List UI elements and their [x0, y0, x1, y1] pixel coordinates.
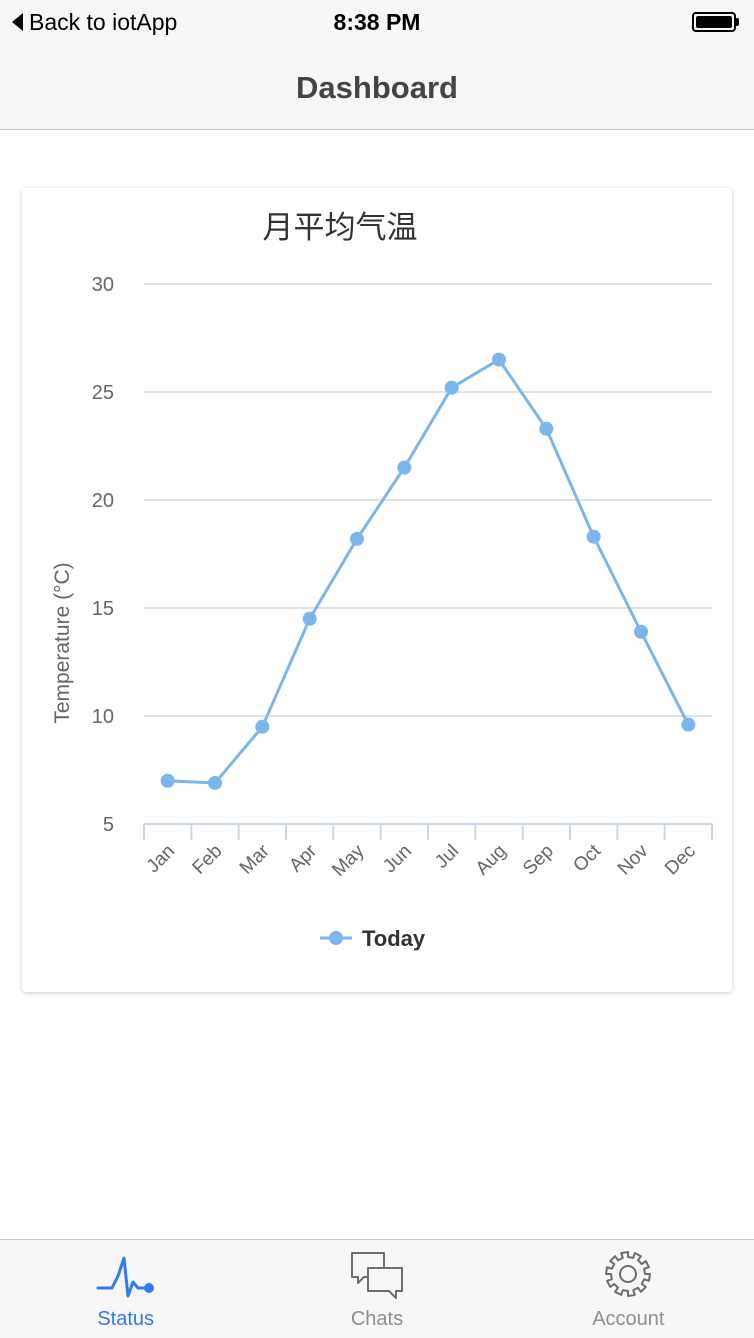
data-point[interactable]: [444, 380, 459, 395]
x-tick-label: Mar: [236, 840, 274, 878]
y-tick-label: 20: [92, 490, 114, 512]
data-point[interactable]: [681, 717, 696, 732]
y-tick-label: 25: [92, 382, 114, 404]
data-point[interactable]: [634, 624, 648, 639]
data-point[interactable]: [397, 460, 412, 475]
x-tick-label: Sep: [519, 841, 558, 880]
pulse-icon: [96, 1256, 154, 1298]
x-tick-label: Aug: [472, 841, 511, 880]
gear-icon: [605, 1251, 652, 1297]
chart-title: 月平均气温: [263, 210, 418, 246]
x-tick-label: Nov: [614, 840, 653, 879]
data-point[interactable]: [350, 531, 364, 546]
chat-bubbles-icon: [350, 1252, 403, 1299]
y-tick-label: 15: [92, 598, 114, 620]
data-point[interactable]: [160, 773, 175, 788]
navigation-bar: Dashboard: [0, 44, 754, 130]
x-tick-label: May: [328, 840, 369, 881]
tab-label-chats: Chats: [350, 1308, 404, 1330]
legend-marker: [329, 931, 343, 945]
back-triangle-icon: [12, 13, 23, 31]
tab-account[interactable]: Account: [503, 1240, 754, 1338]
tab-label-account: Account: [592, 1308, 665, 1330]
data-point[interactable]: [302, 611, 317, 626]
data-point[interactable]: [492, 352, 506, 367]
data-point[interactable]: [586, 529, 601, 544]
x-tick-label: Feb: [189, 841, 227, 879]
temperature-chart: 月平均气温 5 10 15 20 25 30 Temperature (°C) Jan Fe…: [51, 210, 713, 951]
data-point[interactable]: [255, 719, 270, 734]
data-point[interactable]: [208, 775, 222, 790]
x-tick-label: Oct: [569, 840, 605, 876]
tab-chats[interactable]: Chats: [251, 1240, 502, 1338]
x-tick-label: Dec: [661, 841, 700, 880]
tab-status[interactable]: Status: [0, 1240, 251, 1338]
chart-legend[interactable]: Today: [320, 926, 426, 951]
y-tick-label: 30: [92, 274, 114, 296]
tab-bar: Status Chats Account: [0, 1239, 754, 1338]
y-tick-label: 10: [92, 706, 114, 728]
x-tick-label: Jul: [431, 841, 463, 873]
x-tick-label: Apr: [285, 840, 321, 876]
battery-icon: [692, 12, 740, 32]
tab-label-status: Status: [97, 1308, 155, 1330]
series-line: [167, 358, 690, 785]
y-axis-label: Temperature (°C): [51, 562, 74, 723]
legend-label: Today: [362, 926, 426, 951]
back-label: Back to iotApp: [29, 8, 178, 35]
y-tick-label: 5: [103, 814, 114, 836]
x-tick-label: Jan: [143, 841, 180, 878]
back-to-app-link[interactable]: Back to iotApp: [12, 8, 177, 36]
page-title: Dashboard: [296, 70, 458, 105]
data-point[interactable]: [539, 421, 554, 436]
chart-card: 月平均气温 5 10 15 20 25 30 Temperature (°C) Jan Fe…: [22, 188, 732, 992]
x-tick-label: Jun: [379, 841, 416, 878]
status-bar: Back to iotApp 8:38 PM: [0, 0, 754, 44]
